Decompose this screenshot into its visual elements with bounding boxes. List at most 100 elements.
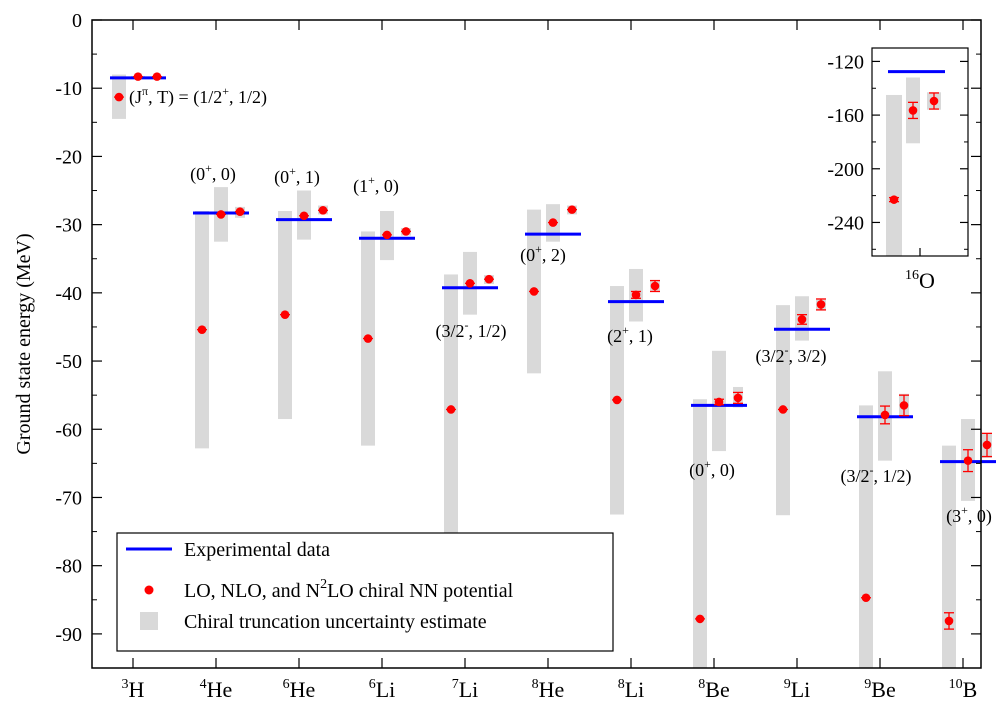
label-close: , 3/2) <box>789 346 827 367</box>
label-close: , 1/2) <box>469 321 507 342</box>
mass-number: 3 <box>122 677 129 692</box>
quantum-label: (3/2-, 3/2) <box>756 343 827 367</box>
label-close: , 1) <box>296 167 320 188</box>
inset-y-tick-label: -200 <box>827 159 864 181</box>
mass-number: 8 <box>532 677 539 692</box>
label-sup: + <box>622 323 629 337</box>
legend-calc-label: LO, NLO, and N2LO chiral NN potential <box>184 577 514 602</box>
element-symbol: Be <box>871 677 895 702</box>
quantum-label: (0+, 0) <box>190 161 236 185</box>
y-tick-label: 0 <box>72 10 82 32</box>
mass-number: 6 <box>283 677 290 692</box>
mass-number: 8 <box>698 677 705 692</box>
plot-frame <box>91 19 982 669</box>
calc-point <box>318 206 328 215</box>
label-open: (3/2 <box>436 321 465 342</box>
calc-point <box>695 614 705 624</box>
x-tick-label: 8Be <box>698 677 729 702</box>
label-close: , 1/2) <box>229 87 267 108</box>
label-open: (0 <box>520 245 535 266</box>
label-close: , 1) <box>629 326 653 347</box>
label-open: (2 <box>607 326 622 347</box>
label-sup: + <box>205 161 212 175</box>
inset-calc-point <box>908 106 918 115</box>
calc-point <box>880 410 890 420</box>
quantum-label: (0+, 1) <box>274 164 320 188</box>
data-marks <box>110 72 996 630</box>
element-symbol: Li <box>625 677 645 702</box>
calc-point <box>567 205 577 214</box>
label-open: (3 <box>946 506 961 527</box>
inset-axes: -120 -160 -200 -240 <box>827 51 968 256</box>
mass-number: 8 <box>618 677 625 692</box>
mass-number: 6 <box>369 677 376 692</box>
calc-point <box>797 315 807 324</box>
calc-point <box>714 397 724 407</box>
calc-point <box>299 211 309 221</box>
x-tick-label: 8He <box>532 677 565 702</box>
inset-uncertainty-band <box>886 94 902 256</box>
calc-point <box>465 278 475 288</box>
quantum-label: (3/2-, 1/2) <box>436 318 507 342</box>
legend: Experimental data LO, NLO, and N2LO chir… <box>116 532 614 652</box>
uncertainty-band <box>942 445 956 668</box>
y-tick-label: -80 <box>55 556 82 578</box>
element-symbol: He <box>290 677 316 702</box>
inset-symbol: O <box>919 268 935 293</box>
x-tick-label: 9Li <box>784 677 811 702</box>
x-tick-label: 6Li <box>369 677 396 702</box>
calc-point <box>446 405 456 414</box>
calc-point <box>382 230 392 240</box>
legend-box <box>116 532 614 652</box>
label-open: (1 <box>353 176 368 197</box>
element-symbol: He <box>207 677 233 702</box>
calc-point <box>899 401 909 410</box>
label-sup: - <box>465 318 469 332</box>
label-sup: π <box>142 84 148 98</box>
element-symbol: Li <box>459 677 479 702</box>
inset-marks <box>886 70 945 256</box>
x-tick-label: 8Li <box>618 677 645 702</box>
inset-calc-point <box>929 96 939 106</box>
element-symbol: B <box>963 677 978 702</box>
y-tick-label: -20 <box>55 146 82 168</box>
x-tick-label: 7Li <box>452 677 479 702</box>
calc-point <box>612 395 622 405</box>
calc-point <box>216 210 226 219</box>
label-close: , 0) <box>968 506 992 527</box>
calc-point <box>114 92 124 102</box>
inset: -120 -160 -200 -240 16O <box>827 47 969 293</box>
quantum-label: (3/2-, 1/2) <box>841 463 912 487</box>
uncertainty-band <box>859 405 873 668</box>
label-sup: + <box>368 173 375 187</box>
y-axis-label: Ground state energy (MeV) <box>13 233 35 454</box>
mass-number: 9 <box>864 677 871 692</box>
element-symbol: He <box>539 677 565 702</box>
element-symbol: Li <box>376 677 396 702</box>
quantum-label: (1+, 0) <box>353 173 399 197</box>
calc-point <box>963 456 973 465</box>
mass-number: 4 <box>200 677 207 692</box>
calc-point <box>778 405 788 414</box>
label-sup: + <box>222 84 229 98</box>
legend-calc-swatch <box>144 585 154 595</box>
label-close: , 0) <box>711 460 735 481</box>
y-tick-label: -40 <box>55 283 82 305</box>
label-open: (0 <box>274 167 289 188</box>
calc-point <box>944 616 954 626</box>
inset-nucleus-label: 16O <box>905 268 935 293</box>
label-close: , 1/2) <box>874 466 912 487</box>
quantum-label: (3+, 0) <box>946 503 992 527</box>
y-tick-label: -70 <box>55 487 82 509</box>
y-tick-label: -50 <box>55 351 82 373</box>
x-tick-label: 4He <box>200 677 233 702</box>
inset-mass: 16 <box>905 268 919 283</box>
label-sup: - <box>870 463 874 477</box>
label-mid: , T) = (1/2 <box>148 87 222 108</box>
label-sup: + <box>289 164 296 178</box>
element-symbol: Be <box>705 677 729 702</box>
quantum-label: (Jπ, T) = (1/2+, 1/2) <box>129 84 267 108</box>
uncertainty-band <box>693 399 707 668</box>
calc-point <box>982 440 992 450</box>
